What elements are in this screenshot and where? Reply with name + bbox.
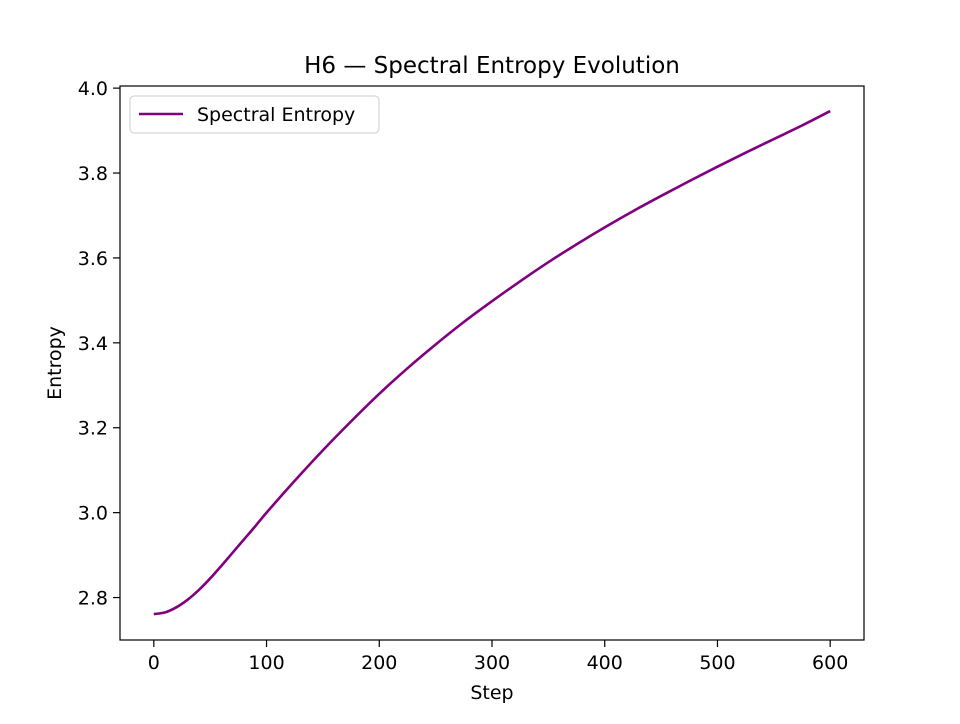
- y-tick-label: 3.6: [78, 248, 108, 270]
- x-tick-label: 600: [812, 652, 848, 674]
- x-axis-ticks: 0 100 200 300 400 500 600: [148, 640, 848, 674]
- chart-title: H6 — Spectral Entropy Evolution: [304, 53, 680, 79]
- y-tick-label: 2.8: [78, 588, 108, 610]
- plot-background: [120, 86, 864, 640]
- x-axis-label: Step: [470, 682, 513, 704]
- x-tick-label: 0: [148, 652, 160, 674]
- y-tick-label: 3.4: [78, 333, 108, 355]
- y-tick-label: 3.2: [78, 418, 108, 440]
- series-line-spectral-entropy: [153, 109, 831, 616]
- y-tick-label: 3.8: [78, 163, 108, 185]
- x-tick-label: 200: [361, 652, 397, 674]
- legend-box: [129, 95, 380, 134]
- plot-area: [119, 85, 865, 641]
- x-tick-label: 400: [587, 652, 623, 674]
- x-tick-label: 100: [248, 652, 284, 674]
- y-axis-label: Entropy: [44, 326, 66, 400]
- y-tick-label: 4.0: [78, 78, 108, 100]
- y-tick-label: 3.0: [78, 503, 108, 525]
- legend: Spectral Entropy: [129, 95, 380, 134]
- x-tick-label: 300: [474, 652, 510, 674]
- x-tick-label: 500: [699, 652, 735, 674]
- y-axis-ticks: 2.8 3.0 3.2 3.4 3.6 3.8 4.0: [78, 78, 120, 610]
- legend-label-spectral-entropy: Spectral Entropy: [197, 104, 355, 126]
